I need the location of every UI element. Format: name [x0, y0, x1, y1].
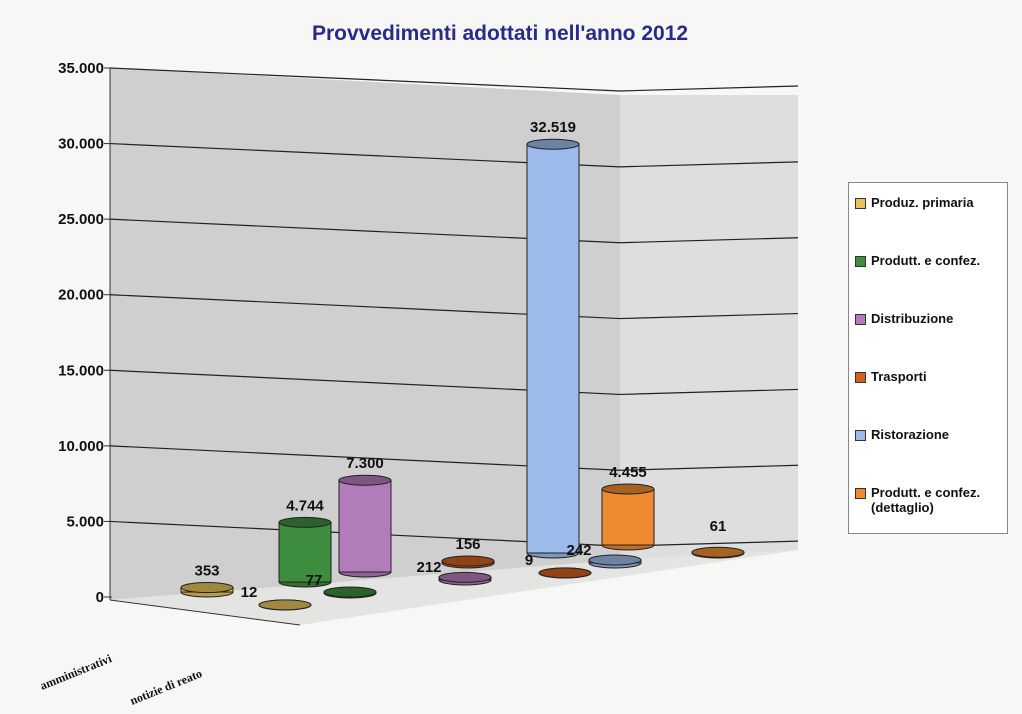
- bar: [538, 567, 592, 579]
- bar-top: [323, 586, 377, 598]
- y-tick-label: 20.000: [58, 287, 104, 304]
- legend-label: Distribuzione: [871, 311, 954, 326]
- grid-line: [109, 67, 799, 92]
- bar-top: [438, 571, 492, 583]
- bar-body: [601, 488, 655, 546]
- legend-label: Produtt. e confez.: [871, 253, 981, 268]
- bar-top: [278, 516, 332, 528]
- y-tick-label: 15.000: [58, 362, 104, 379]
- bar-top: [588, 554, 642, 566]
- bar: [278, 516, 332, 588]
- side-wall: [620, 95, 798, 560]
- bar: [588, 554, 642, 569]
- value-label: 61: [710, 518, 727, 535]
- legend-item: Produtt. e confez. (dettaglio): [855, 485, 1005, 515]
- grid-line: [109, 445, 799, 471]
- legend-swatch: [855, 256, 866, 267]
- bar-body: [526, 143, 580, 554]
- x-tick-label: notizie di reato: [128, 666, 204, 708]
- legend-swatch: [855, 488, 866, 499]
- legend-item: Produz. primaria: [855, 195, 1005, 210]
- bar-top: [526, 138, 580, 150]
- value-label: 156: [455, 536, 480, 553]
- bar: [258, 599, 312, 611]
- grid-line: [109, 142, 799, 168]
- bar-top: [338, 474, 392, 486]
- legend: Produz. primaria Produtt. e confez. Distri…: [848, 182, 1008, 534]
- value-label: 4.744: [286, 497, 324, 514]
- back-wall: [110, 68, 620, 600]
- value-label: 12: [241, 584, 258, 601]
- legend-label: Produz. primaria: [871, 195, 974, 210]
- y-tick-label: 10.000: [58, 438, 104, 455]
- legend-item: Ristorazione: [855, 427, 1005, 442]
- x-tick-label: amministrativi: [38, 651, 114, 693]
- legend-swatch: [855, 372, 866, 383]
- bar: [338, 474, 392, 578]
- chart-title: Provvedimenti adottati nell'anno 2012: [312, 22, 688, 45]
- y-tick-label: 30.000: [58, 136, 104, 153]
- legend-item: Distribuzione: [855, 311, 1005, 326]
- y-tick-label: 25.000: [58, 211, 104, 228]
- value-label: 9: [525, 552, 533, 569]
- value-label: 77: [306, 572, 323, 589]
- grid-line: [109, 218, 799, 244]
- y-tick-label: 35.000: [58, 60, 104, 77]
- bar-top: [258, 599, 312, 611]
- legend-item: Produtt. e confez.: [855, 253, 1005, 268]
- legend-swatch: [855, 198, 866, 209]
- y-tick-label: 5.000: [66, 513, 104, 530]
- value-label: 212: [416, 559, 441, 576]
- value-label: 7.300: [346, 455, 384, 472]
- bar-body: [338, 479, 392, 573]
- bar-top: [441, 555, 495, 567]
- bar: [323, 586, 377, 599]
- grid-line: [109, 294, 799, 320]
- legend-label: Ristorazione: [871, 427, 950, 442]
- grid-line: [109, 369, 799, 396]
- legend-label: Produtt. e confez. (dettaglio): [871, 485, 981, 515]
- legend-swatch: [855, 430, 866, 441]
- legend-label: Trasporti: [871, 369, 927, 384]
- bar-top: [601, 483, 655, 495]
- bar: [601, 483, 655, 551]
- legend-item: Trasporti: [855, 369, 1005, 384]
- bar: [691, 546, 745, 559]
- bar-top: [180, 582, 234, 594]
- value-label: 242: [566, 542, 591, 559]
- y-tick-label: 0: [96, 589, 104, 606]
- legend-swatch: [855, 314, 866, 325]
- bar-top: [538, 567, 592, 579]
- x-axis: [109, 599, 301, 626]
- value-label: 4.455: [609, 464, 647, 481]
- bar: [526, 138, 580, 559]
- value-label: 353: [194, 563, 219, 580]
- bar-top: [691, 546, 745, 558]
- bar: [438, 571, 492, 586]
- bar: [180, 582, 234, 598]
- value-label: 32.519: [530, 119, 576, 136]
- bar: [441, 555, 495, 569]
